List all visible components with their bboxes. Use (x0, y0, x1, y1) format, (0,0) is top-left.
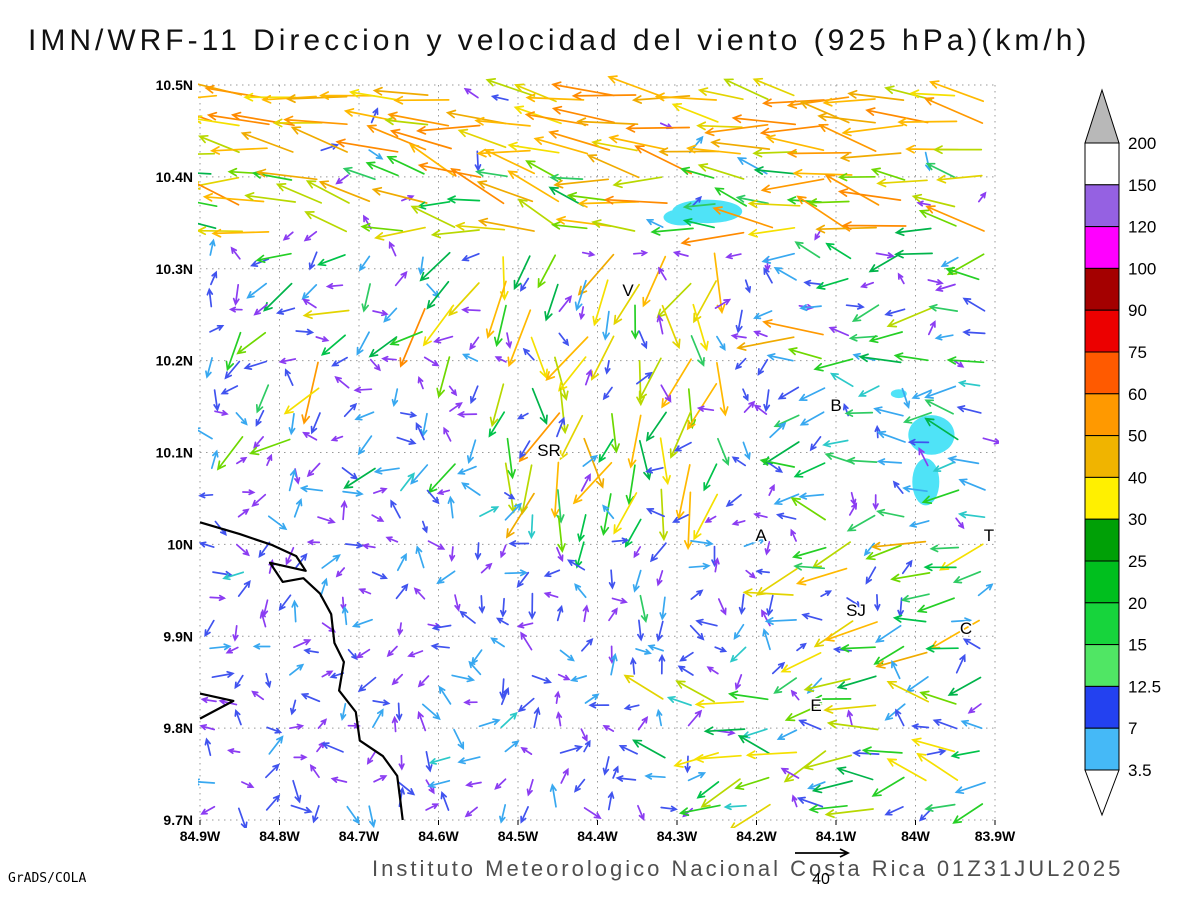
axis-labels: 84.9W 84.8W 84.7W 84.6W 84.5W 84.4W 84.3W 84.2W… (156, 77, 1016, 844)
city-labels: V B SR A SJ C E T (536, 280, 996, 717)
colorbar (1084, 88, 1120, 817)
lat-tick-label: 10.4N (156, 169, 193, 185)
city-label-a: A (755, 526, 767, 545)
city-label-e: E (810, 696, 821, 715)
colorbar-label: 60 (1128, 385, 1147, 404)
lon-tick-label: 84.7W (339, 828, 380, 844)
colorbar-label: 90 (1128, 301, 1147, 320)
colorbar-label: 3.5 (1128, 761, 1152, 780)
lon-tick-label: 84.4W (577, 828, 618, 844)
lon-tick-label: 84.5W (498, 828, 539, 844)
lat-tick-label: 9.9N (163, 628, 193, 644)
city-label-sj: SJ (846, 601, 866, 620)
city-label-sr: SR (537, 441, 561, 460)
colorbar-label: 20 (1128, 594, 1147, 613)
colorbar-label: 120 (1128, 218, 1156, 237)
axis-ticks (199, 820, 996, 825)
institute-footer: Instituto Meteorologico Nacional Costa R… (372, 856, 1124, 881)
colorbar-label: 200 (1128, 134, 1156, 153)
lat-tick-label: 9.8N (163, 720, 193, 736)
lat-tick-label: 9.7N (163, 812, 193, 828)
colorbar-label: 40 (1128, 468, 1147, 487)
lat-lon-gridlines (199, 84, 996, 821)
lon-tick-label: 83.9W (975, 828, 1016, 844)
lat-tick-label: 10N (167, 536, 193, 552)
colorbar-label: 15 (1128, 636, 1147, 655)
colorbar-label: 75 (1128, 343, 1147, 362)
colorbar-label: 25 (1128, 552, 1147, 571)
wind-vector-arrows (198, 75, 999, 828)
reference-vector: 40 (795, 848, 851, 888)
colorbar-label: 7 (1128, 719, 1137, 738)
colorbar-label: 50 (1128, 427, 1147, 446)
colorbar-label: 150 (1128, 176, 1156, 195)
lat-tick-label: 10.3N (156, 261, 193, 277)
chart-title: IMN/WRF-11 Direccion y velocidad del vie… (28, 24, 1091, 57)
lon-tick-label: 84.1W (816, 828, 857, 844)
lon-tick-label: 84.8W (259, 828, 300, 844)
lon-tick-label: 84W (901, 828, 931, 844)
shaded-speed-patches (663, 199, 955, 506)
lat-tick-label: 10.5N (156, 77, 193, 93)
city-label-t: T (984, 526, 994, 545)
city-label-c: C (960, 619, 972, 638)
lon-tick-label: 84.3W (657, 828, 698, 844)
lat-tick-label: 10.2N (156, 353, 193, 369)
colorbar-label: 12.5 (1128, 677, 1161, 696)
colorbar-label: 100 (1128, 259, 1156, 278)
city-label-b: B (830, 396, 841, 415)
lon-tick-label: 84.6W (418, 828, 459, 844)
coastline (199, 521, 404, 821)
city-label-v: V (622, 281, 634, 300)
lon-tick-label: 84.9W (180, 828, 221, 844)
lat-tick-label: 10.1N (156, 445, 193, 461)
colorbar-label: 30 (1128, 510, 1147, 529)
reference-vector-label: 40 (812, 871, 830, 888)
grads-credit: GrADS/COLA (8, 871, 87, 886)
lon-tick-label: 84.2W (736, 828, 777, 844)
colorbar-labels: 200 150 120 100 90 75 60 50 40 30 25 20 15 12.5 7 3.5 (1128, 134, 1161, 780)
